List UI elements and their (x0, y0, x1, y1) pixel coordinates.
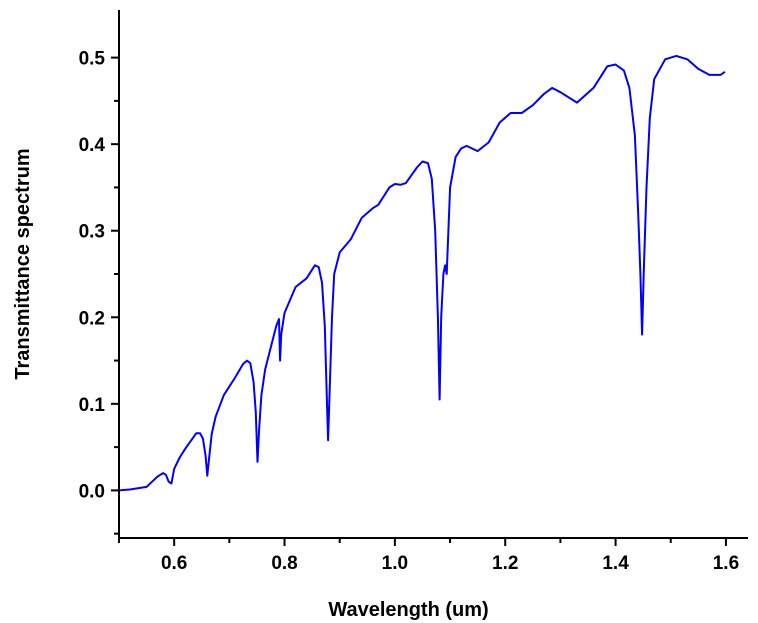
series-line-1 (118, 54, 726, 492)
ticks: 0.6 0.8 1.0 1.2 1.4 1.6 0.0 0.1 0.2 0.3 0.4 0.5 (79, 49, 740, 574)
x-tick-label: 1.4 (602, 553, 629, 574)
y-tick-label: 0.3 (79, 222, 105, 243)
y-tick-label: 0.5 (79, 49, 106, 70)
x-tick-label: 1.2 (492, 553, 518, 574)
y-tick-label: 0.1 (79, 395, 106, 416)
x-tick-label: 0.6 (161, 553, 187, 574)
series-layer (118, 54, 726, 492)
y-tick-label: 0.4 (79, 135, 106, 156)
x-tick-label: 1.6 (713, 553, 739, 574)
x-axis-title: Wavelength (um) (328, 599, 488, 621)
x-tick-label: 1.0 (382, 553, 408, 574)
y-tick-label: 0.0 (79, 481, 105, 502)
y-axis-title: Transmittance spectrum (12, 148, 34, 379)
y-tick-label: 0.2 (79, 308, 105, 329)
x-tick-label: 0.8 (271, 553, 297, 574)
